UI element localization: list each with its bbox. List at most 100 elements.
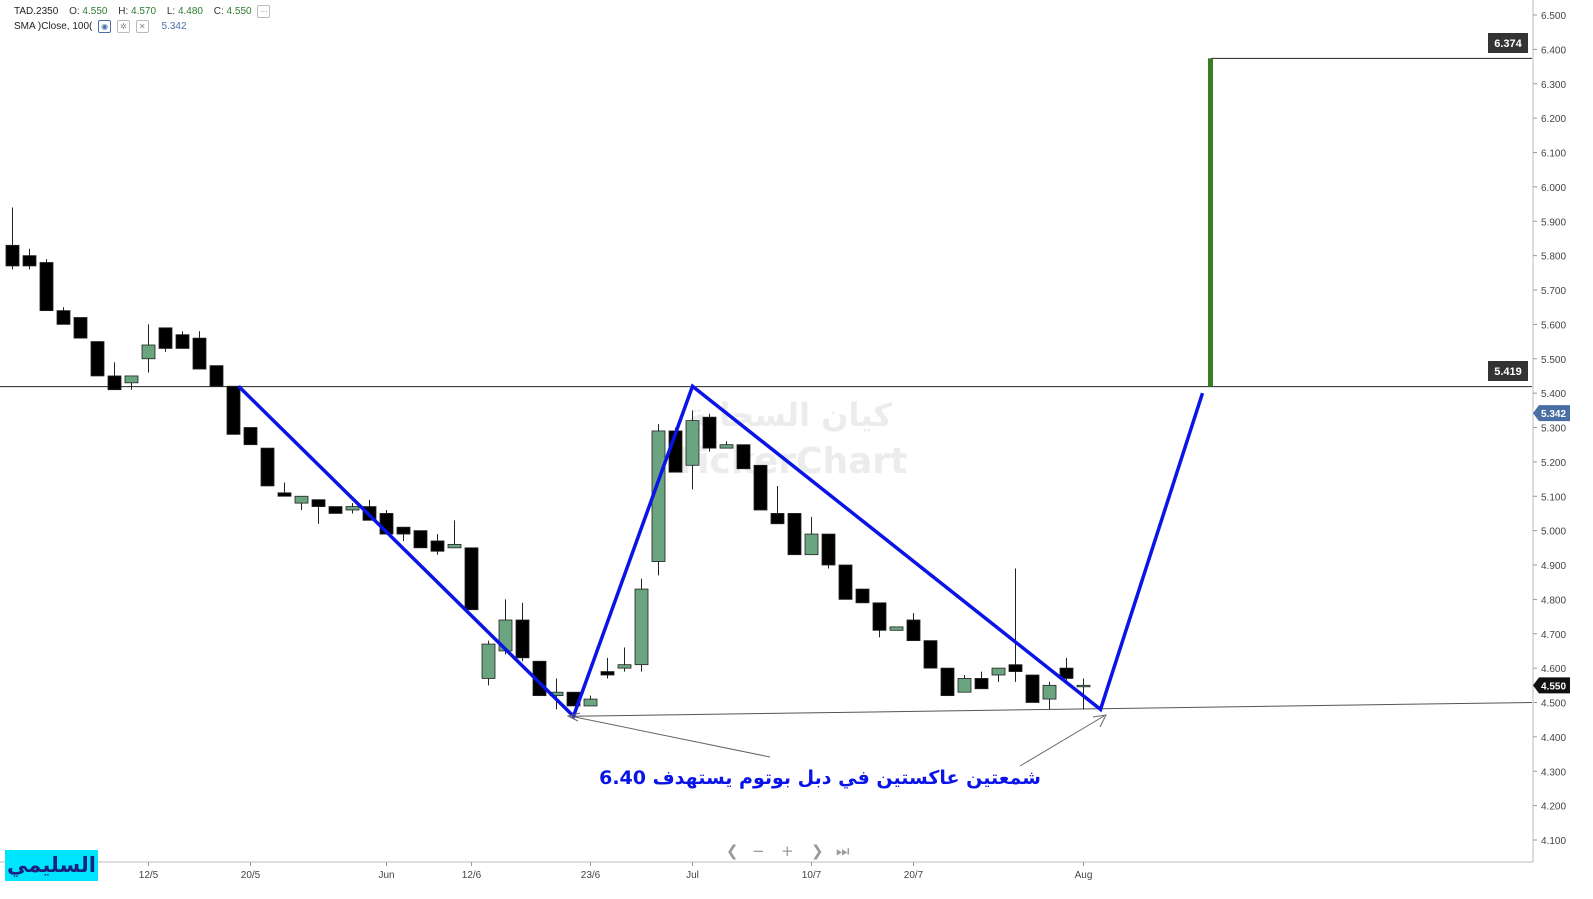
y-tick-label: 6.300	[1541, 80, 1566, 91]
last-price-tag: 4.550	[1533, 677, 1570, 694]
zoom-in-icon[interactable]: +	[781, 842, 794, 860]
high-label: H:	[118, 6, 129, 18]
gear-icon[interactable]: ✲	[116, 20, 130, 33]
candle	[328, 506, 343, 514]
eye-icon[interactable]: ◉	[98, 20, 112, 33]
candle	[311, 499, 326, 524]
more-icon[interactable]: ⋯	[257, 5, 271, 18]
candle	[600, 657, 615, 679]
x-tick-label: Aug	[1075, 870, 1093, 881]
sma-legend: SMA )Close, 100( ◉ ✲ ✕ 5.342	[14, 20, 187, 33]
pattern-zigzag	[237, 383, 1205, 720]
candle-bear	[702, 416, 717, 449]
x-tick-label: 20/5	[241, 870, 261, 881]
candle	[141, 324, 156, 373]
candle	[1025, 674, 1040, 703]
y-tick-label: 5.900	[1541, 217, 1566, 228]
zoom-out-icon[interactable]: −	[752, 842, 765, 860]
candle	[294, 495, 309, 510]
arrow-right-head	[1092, 714, 1107, 728]
candle-bear	[158, 327, 173, 349]
support-line	[573, 702, 1533, 717]
candle	[413, 530, 428, 549]
open-label: O:	[69, 6, 80, 18]
candle	[617, 647, 632, 672]
candle-bear	[243, 427, 258, 446]
y-tick-label: 6.100	[1541, 149, 1566, 160]
resistance-price-tag-bg	[1488, 361, 1528, 381]
scroll-left-icon[interactable]: ❮	[726, 842, 739, 860]
last-price-tag-bg	[1533, 677, 1570, 694]
candle-bull	[634, 588, 649, 666]
candle-bear	[872, 602, 887, 631]
x-tick-label: 23/6	[581, 870, 601, 881]
resistance-price-tag-text: 5.419	[1494, 366, 1522, 378]
candle-bear	[1059, 667, 1074, 679]
candle	[821, 533, 836, 569]
candles	[5, 207, 1091, 710]
candle-bear	[396, 526, 411, 535]
candle-bull	[804, 533, 819, 556]
candle-bear	[277, 492, 292, 497]
sma-price-tag-text: 5.342	[1541, 409, 1566, 420]
annotation-text: شمعتين عاكستين في دبل بوتوم يستهدف 6.40	[599, 767, 1041, 789]
candle-bull	[991, 667, 1006, 676]
candle-bear	[226, 385, 241, 435]
candle-bear	[311, 499, 326, 507]
candle	[209, 365, 224, 387]
candle-bear	[56, 310, 71, 325]
y-tick-label: 6.200	[1541, 114, 1566, 125]
candle	[974, 671, 989, 690]
author-signature: السليمي	[5, 850, 98, 881]
sma-price-tag: 5.342	[1533, 405, 1570, 422]
candle	[1042, 681, 1057, 710]
candle-bear	[413, 530, 428, 549]
candle	[838, 564, 853, 600]
scroll-right-icon[interactable]: ❯	[811, 842, 824, 860]
y-tick-label: 4.400	[1541, 733, 1566, 744]
candle-bear	[923, 640, 938, 669]
y-tick-label: 6.400	[1541, 45, 1566, 56]
candle-bear	[838, 564, 853, 600]
low-value: 4.480	[177, 6, 203, 18]
y-tick-label: 6.000	[1541, 183, 1566, 194]
candle	[447, 520, 462, 549]
y-tick-label: 4.700	[1541, 630, 1566, 641]
candle	[685, 410, 700, 490]
y-tick-label: 5.200	[1541, 458, 1566, 469]
x-tick-label: 12/5	[139, 870, 159, 881]
candle	[770, 485, 785, 525]
candle-bear	[821, 533, 836, 566]
candle	[430, 534, 445, 555]
candle	[481, 640, 496, 686]
scroll-end-icon[interactable]: ⏭	[836, 842, 850, 860]
candle-bull	[617, 664, 632, 669]
target-price-tag-bg	[1488, 33, 1528, 53]
close-label: C:	[213, 6, 224, 18]
candle-bull	[719, 444, 734, 449]
candle-bear	[906, 619, 921, 642]
arrow-left	[569, 715, 771, 758]
candle	[634, 578, 649, 672]
high-value: 4.570	[131, 6, 157, 18]
candle-bull	[957, 678, 972, 693]
close-icon[interactable]: ✕	[135, 20, 149, 33]
candle	[226, 385, 241, 435]
candle	[158, 327, 173, 352]
x-tick-label: Jun	[378, 870, 394, 881]
target-price-tag: 6.374	[1488, 33, 1528, 53]
sma-label: SMA )Close, 100(	[14, 21, 93, 33]
candle	[345, 503, 360, 514]
candle-bear	[39, 262, 54, 312]
arrow-right	[1019, 715, 1105, 767]
target-price-tag-text: 6.374	[1494, 38, 1522, 50]
pattern-drawing	[237, 383, 1205, 720]
candle-bear	[1008, 664, 1023, 672]
candle	[175, 331, 190, 349]
axes: 6.500 6.400 6.300 6.200 6.100 6.000 5.900 5.800…	[0, 0, 1566, 881]
candle-bear	[1025, 674, 1040, 703]
y-tick-label: 4.900	[1541, 561, 1566, 572]
ohlc-legend: TAD.2350 O: 4.550 H: 4.570 L: 4.480 C: 4…	[14, 5, 271, 18]
candle-bear	[940, 667, 955, 697]
